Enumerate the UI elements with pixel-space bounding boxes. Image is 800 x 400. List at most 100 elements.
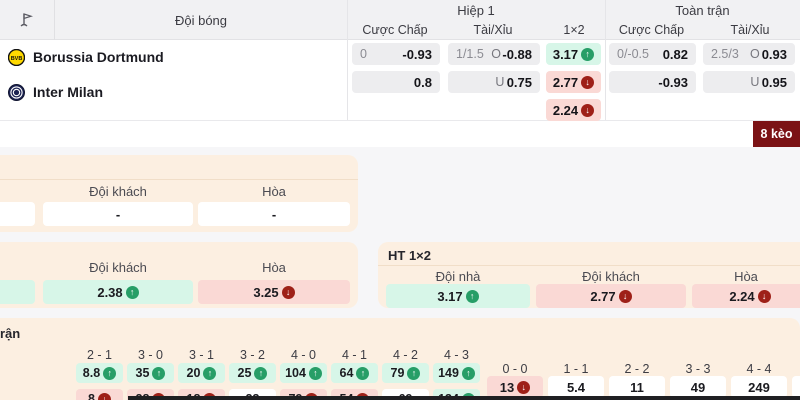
odds-value: 2.77	[590, 288, 616, 304]
trend-icon	[581, 103, 595, 117]
draw-label: Hòa	[734, 268, 758, 284]
trend-icon	[461, 366, 475, 380]
draw-label: Hòa	[262, 259, 286, 275]
h1-handicap-away-cell[interactable]: 0.8	[352, 71, 440, 93]
odds-value: 2.77	[552, 74, 579, 90]
h1-handicap-home-cell[interactable]: 0 -0.93	[352, 43, 440, 65]
score-odds-cell[interactable]: 149	[433, 363, 480, 383]
score-header: 1 - 1	[563, 361, 589, 376]
score-odds-cell[interactable]: 8.8	[76, 363, 123, 383]
odds-value: 3.17	[437, 288, 463, 304]
ft-handicap-home-cell[interactable]: 0/-0.5 0.82	[609, 43, 696, 65]
score-odds-cell[interactable]: 5.4	[548, 376, 604, 398]
score-header: 0 - 0	[502, 361, 528, 376]
draw-odds-cell[interactable]: 2.24	[692, 284, 800, 308]
score-odds-cell[interactable]: 79	[382, 363, 429, 383]
trend-icon	[254, 366, 268, 380]
score-header: 3 - 0	[137, 347, 163, 362]
partial-odds-cell[interactable]	[0, 280, 35, 304]
draw-odds-cell[interactable]: 3.25	[198, 280, 350, 304]
away-odds-cell[interactable]: 2.38	[43, 280, 193, 304]
partial-odds-cell[interactable]	[0, 202, 35, 226]
score-header: 3 - 3	[685, 361, 711, 376]
draw-odds-cell[interactable]: -	[198, 202, 350, 226]
odds-value: -0.93	[658, 74, 688, 90]
more-odds-badge[interactable]: 8 kèo	[753, 121, 800, 147]
team-name: Borussia Dortmund	[33, 49, 164, 65]
score-header: 4 - 3	[443, 347, 469, 362]
odds-value: 3.25	[253, 284, 279, 300]
column-header-team: Đội bóng	[174, 12, 228, 28]
score-odds-cell[interactable]: 13	[487, 376, 543, 398]
divider	[347, 0, 348, 120]
panel-title: HT 1×2	[388, 248, 431, 263]
home-odds-cell[interactable]: 3.17	[386, 284, 530, 308]
score-odds-cell[interactable]: 249	[731, 376, 787, 398]
h1-under-cell[interactable]: U 0.75	[448, 71, 540, 93]
score-odds-cell[interactable]: 35	[127, 363, 174, 383]
odds-value: 5.4	[566, 379, 586, 395]
column-header-fulltime: Toàn trận	[675, 2, 730, 18]
trend-icon	[757, 289, 771, 303]
column-header-half1: Hiệp 1	[457, 2, 495, 18]
away-odds-cell[interactable]: -	[43, 202, 193, 226]
ft-over-cell[interactable]: 2.5/3 O 0.93	[703, 43, 795, 65]
away-odds-cell[interactable]: 2.77	[536, 284, 686, 308]
score-odds-cell[interactable]: 20	[178, 363, 225, 383]
away-label: Đội khách	[89, 183, 147, 199]
goal-line: 1/1.5	[456, 47, 484, 61]
ft-1x2-odds-panel: Đội khách Hòa 2.38 3.25	[0, 242, 358, 308]
h1-1x2-home-cell[interactable]: 3.17	[546, 43, 601, 65]
score-header: 2 - 2	[624, 361, 650, 376]
table-header	[0, 0, 800, 40]
score-odds-cell[interactable]: 11	[609, 376, 665, 398]
ht-1x2-panel: HT 1×2 Đội nhà Đội khách Hòa 3.17 2.77 2…	[378, 242, 800, 308]
odds-value: 104	[285, 366, 306, 380]
odds-value: -0.93	[402, 46, 432, 62]
svg-text:BVB: BVB	[11, 56, 23, 62]
panel-title-fragment: rận	[0, 326, 21, 341]
handicap-line: 0/-0.5	[617, 47, 649, 61]
column-header-h1-1x2: 1×2	[563, 23, 585, 37]
team-row-away: Inter Milan	[8, 81, 103, 103]
trend-icon	[407, 366, 421, 380]
column-header-h1-handicap: Cược Chấp	[362, 23, 428, 37]
odds-value: 64	[339, 366, 354, 380]
ft-handicap-away-cell[interactable]: -0.93	[609, 71, 696, 93]
h1-1x2-away-cell[interactable]: 2.77	[546, 71, 601, 93]
score-odds-cell[interactable]: 25	[229, 363, 276, 383]
odds-value: 249	[748, 379, 770, 395]
odds-value: 149	[438, 366, 459, 380]
borussia-dortmund-logo: BVB	[8, 48, 25, 66]
corner-flag-icon	[0, 0, 55, 40]
column-header-ft-handicap: Cược Chấp	[618, 23, 685, 37]
odds-value: 8.8	[82, 366, 101, 380]
odds-value: 11	[630, 379, 644, 395]
trend-icon	[97, 392, 111, 400]
h1-over-cell[interactable]: 1/1.5 O -0.88	[448, 43, 540, 65]
odds-value: 79	[390, 366, 405, 380]
goal-line: 2.5/3	[711, 47, 739, 61]
away-label: Đội khách	[582, 268, 640, 284]
team-row-home: BVB Borussia Dortmund	[8, 46, 164, 68]
odds-value: 3.17	[552, 46, 579, 62]
h1-1x2-draw-cell[interactable]: 2.24	[546, 99, 601, 121]
odds-value: 20	[186, 366, 201, 380]
score-header: 2 - 1	[86, 347, 112, 362]
score-odds-cell[interactable]: 104	[280, 363, 327, 383]
odds-value: 25	[237, 366, 252, 380]
trend-icon	[203, 366, 217, 380]
score-odds-cell[interactable]: 49	[670, 376, 726, 398]
trend-icon	[281, 285, 295, 299]
trend-icon	[618, 289, 632, 303]
partial-odds-cell[interactable]	[792, 376, 800, 398]
trend-icon	[581, 47, 595, 61]
draw-label: Hòa	[262, 183, 286, 199]
trend-icon	[152, 366, 166, 380]
score-odds-cell[interactable]: 8	[76, 389, 123, 400]
odds-value: 0.93	[761, 46, 787, 62]
ft-under-cell[interactable]: U 0.95	[703, 71, 795, 93]
score-odds-cell[interactable]: 64	[331, 363, 378, 383]
odds-value: 49	[690, 379, 706, 395]
